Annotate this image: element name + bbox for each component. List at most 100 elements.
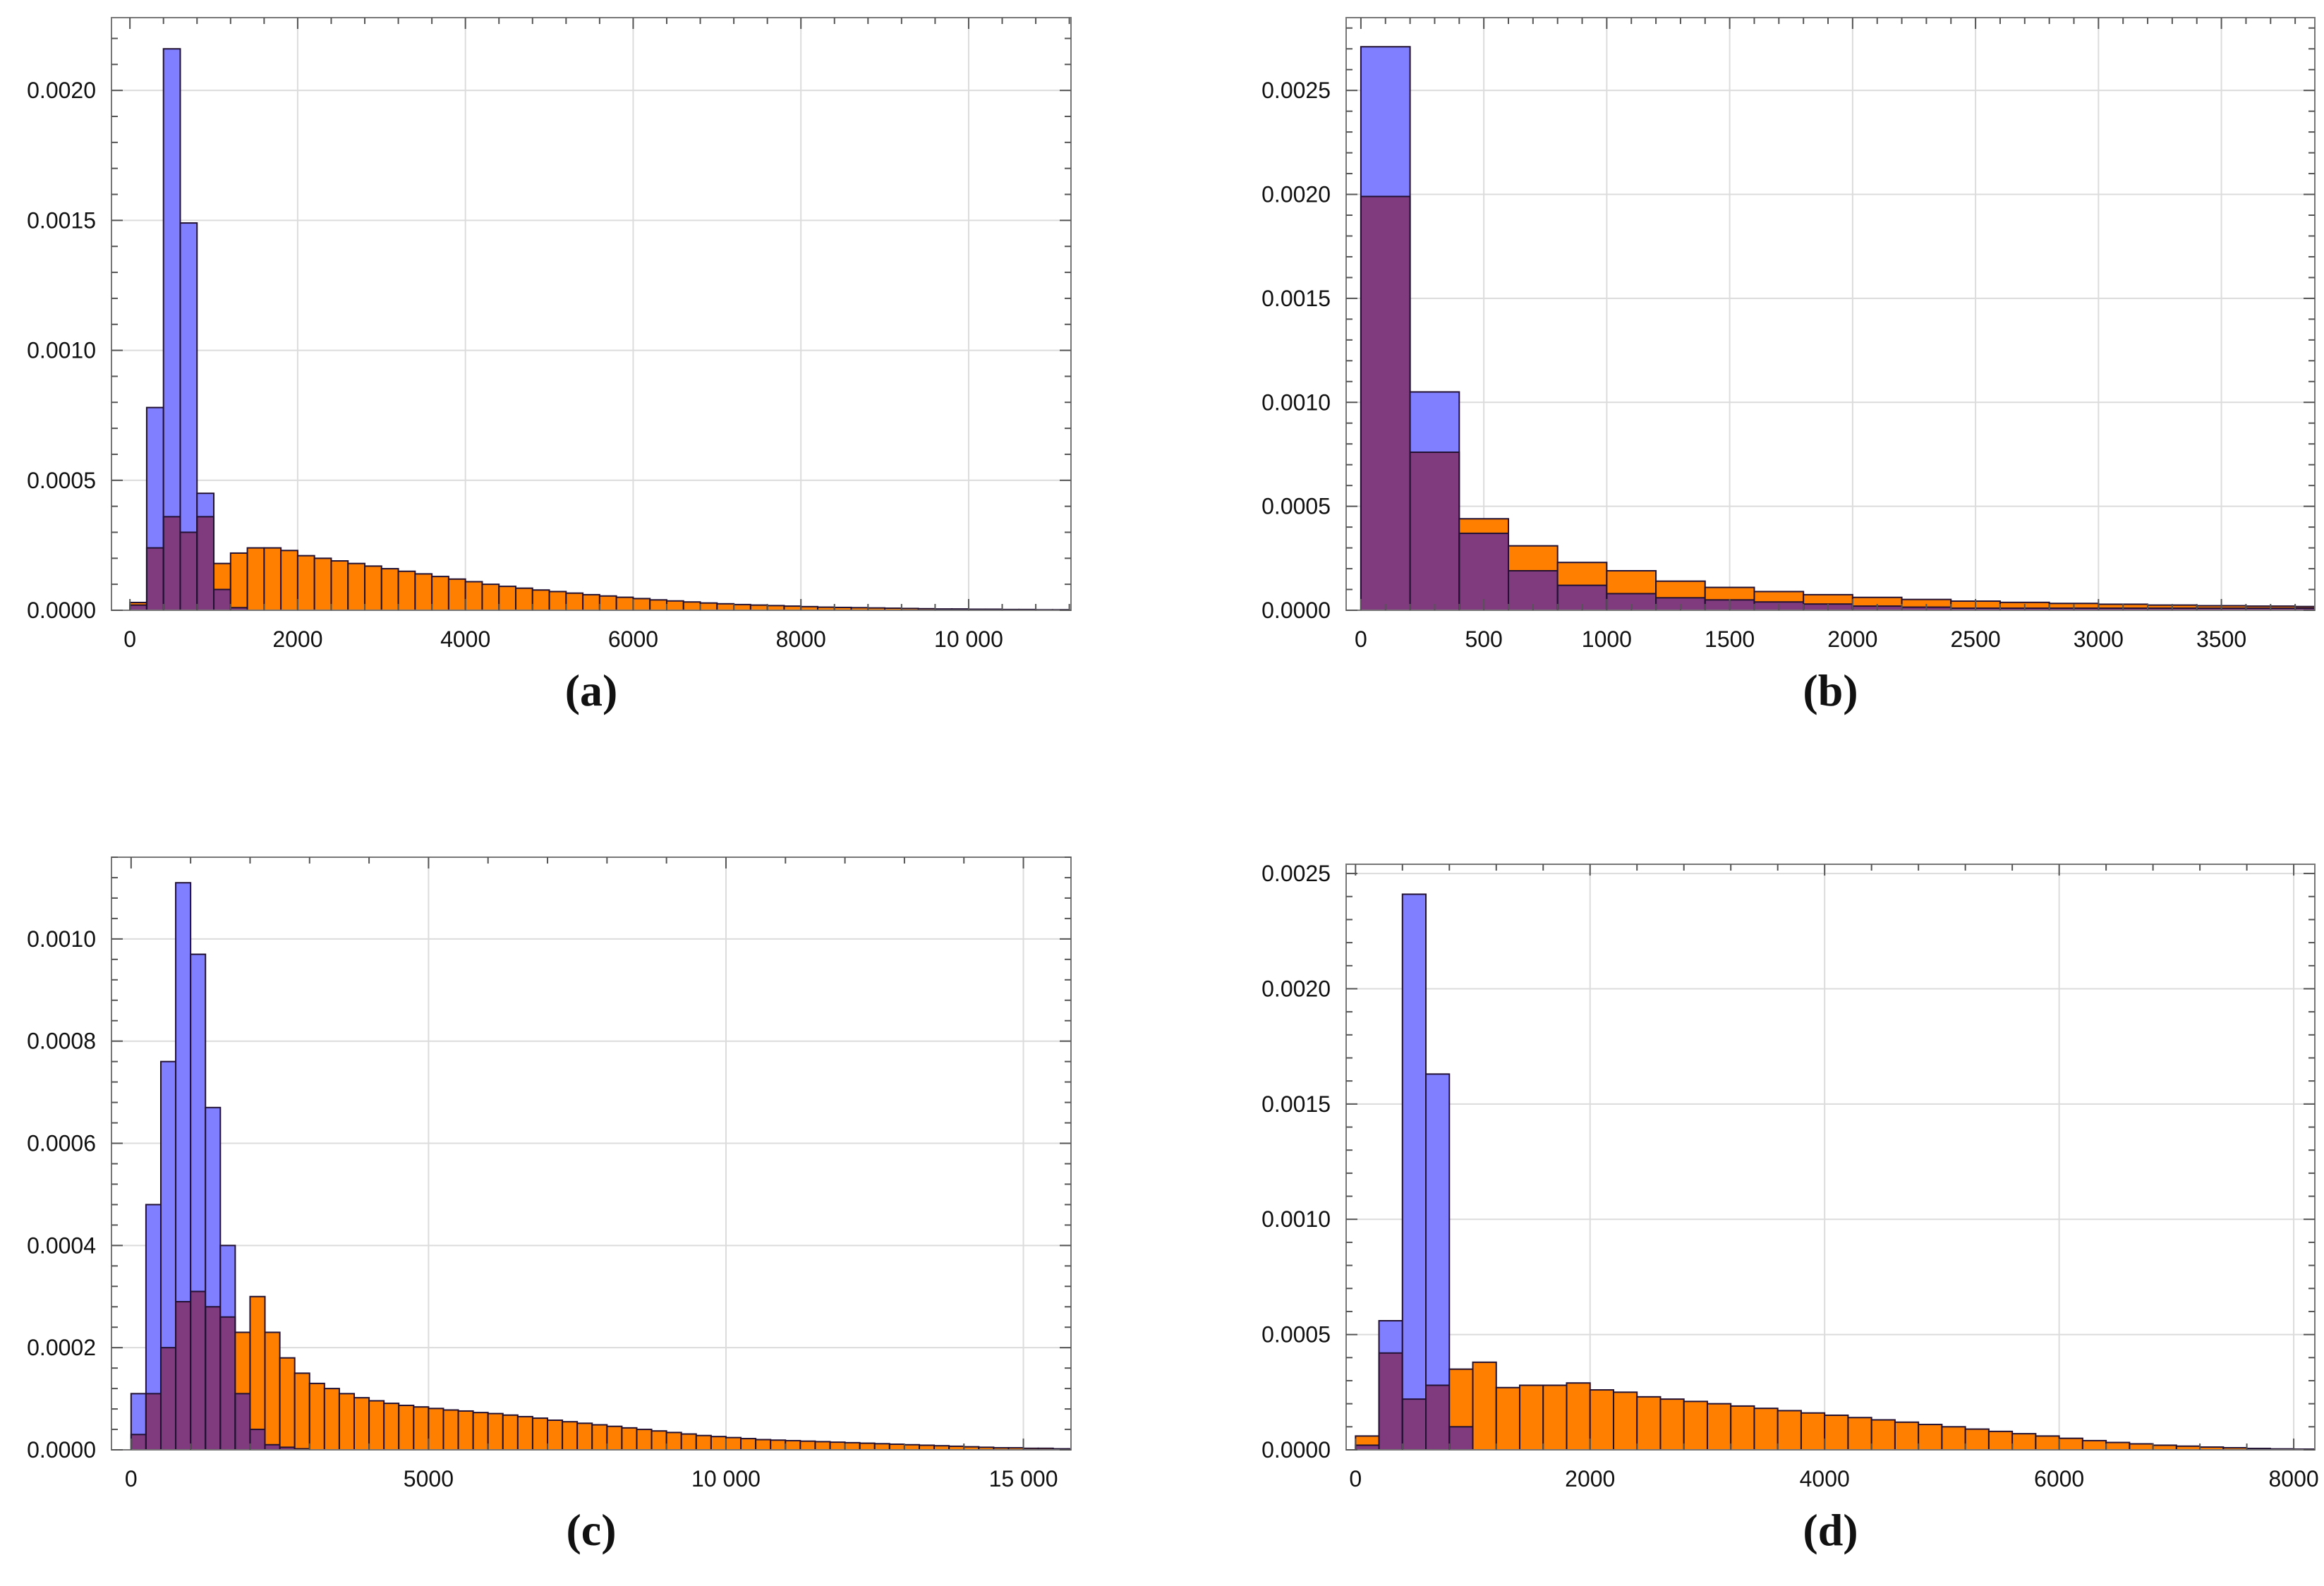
- orange-bar: [473, 1412, 488, 1450]
- blue-bar: [1360, 47, 1410, 197]
- orange-bar: [934, 1446, 950, 1450]
- orange-bar: [230, 552, 248, 608]
- orange-bar: [889, 1444, 904, 1450]
- overlap-bar: [1379, 1352, 1403, 1450]
- x-tick-label: 5000: [404, 1466, 454, 1491]
- overlap-bar: [1508, 571, 1558, 610]
- x-tick-label: 4000: [1800, 1466, 1850, 1491]
- overlap-bar: [1410, 452, 1460, 610]
- blue-bar: [146, 407, 164, 548]
- orange-bar: [1988, 1431, 2013, 1450]
- orange-bar: [2106, 1442, 2130, 1450]
- bars-group: [1360, 46, 2315, 610]
- overlap-bar: [214, 589, 231, 610]
- histogram-panel-d: 0.0000 0.0005 0.0010 0.0015 0.0020 0.0025 0 200…: [1162, 818, 2324, 1582]
- orange-bar: [1894, 1422, 1919, 1450]
- overlap-bar: [1606, 593, 1657, 610]
- orange-bar: [309, 1383, 325, 1450]
- orange-bar: [993, 1448, 1009, 1450]
- x-tick-label: 2000: [1827, 626, 1877, 652]
- y-tick-label: 0.0005: [27, 468, 96, 493]
- orange-bar: [901, 608, 919, 610]
- orange-bar: [2012, 1434, 2036, 1450]
- overlap-bar: [250, 1429, 265, 1450]
- orange-bar: [2082, 1440, 2107, 1450]
- orange-bar: [785, 1440, 801, 1450]
- overlap-bar: [1426, 1385, 1450, 1450]
- blue-bar: [176, 883, 191, 1302]
- y-tick-label: 0.0002: [27, 1335, 96, 1360]
- x-tick-label: 8000: [2268, 1466, 2318, 1491]
- orange-bar: [384, 1403, 399, 1450]
- orange-bar: [465, 581, 483, 610]
- y-tick-label: 0.0000: [1261, 598, 1331, 623]
- panel-caption: (b): [1803, 665, 1858, 715]
- orange-bar: [413, 1407, 429, 1450]
- orange-bar: [458, 1410, 473, 1450]
- overlap-bar: [1459, 533, 1508, 610]
- orange-bar: [2295, 606, 2315, 609]
- orange-bar: [592, 1424, 607, 1450]
- overlap-bar: [1355, 1445, 1379, 1450]
- x-tick-label: 0: [1349, 1466, 1362, 1491]
- orange-bar: [1848, 1417, 1872, 1450]
- orange-bar: [482, 584, 500, 610]
- overlap-bar: [130, 605, 147, 610]
- orange-bar: [2129, 1443, 2153, 1450]
- blue-bar: [1410, 392, 1460, 452]
- y-tick-label: 0.0010: [27, 338, 96, 363]
- panel-caption: (c): [566, 1505, 616, 1555]
- x-tick-label: 10 000: [934, 626, 1003, 652]
- orange-bar: [1459, 519, 1508, 533]
- x-tick-label: 1000: [1582, 626, 1632, 652]
- orange-bar: [750, 605, 768, 610]
- blue-bar-outline: [179, 222, 198, 610]
- orange-bar: [502, 1415, 518, 1450]
- overlap-bar: [160, 1348, 176, 1450]
- x-tick-label: 0: [123, 626, 136, 652]
- orange-bar: [1520, 1385, 1544, 1450]
- overlap-bar: [176, 1302, 191, 1450]
- x-tick-label: 1500: [1705, 626, 1755, 652]
- orange-bar: [1613, 1392, 1638, 1450]
- orange-bar: [488, 1413, 503, 1450]
- y-tick-label: 0.0008: [27, 1029, 96, 1054]
- y-tick-label: 0.0020: [1261, 182, 1331, 207]
- orange-bar: [1557, 562, 1607, 586]
- orange-bar: [1871, 1419, 1895, 1450]
- overlap-bar: [163, 516, 181, 610]
- orange-bar: [859, 1443, 875, 1450]
- orange-bar: [1637, 1396, 1661, 1450]
- orange-bar: [1472, 1362, 1496, 1450]
- orange-bar: [369, 1400, 385, 1450]
- orange-bar: [499, 586, 516, 610]
- orange-bar: [265, 1332, 280, 1445]
- orange-bar: [904, 1444, 919, 1450]
- orange-bar: [339, 1393, 355, 1450]
- overlap-bar: [145, 1393, 161, 1450]
- histogram-panel-c: 0.0000 0.0002 0.0004 0.0006 0.0008 0.0010 0 500…: [0, 818, 1162, 1582]
- orange-bar: [851, 607, 869, 610]
- blue-bar: [131, 1393, 146, 1435]
- x-tick-label: 500: [1465, 626, 1502, 652]
- orange-bar: [717, 603, 734, 610]
- panel-caption: (a): [565, 665, 618, 715]
- orange-bar: [2223, 1448, 2247, 1450]
- x-tick-label: 8000: [776, 626, 826, 652]
- orange-bar: [247, 547, 265, 610]
- orange-bar: [566, 593, 583, 610]
- orange-bar: [949, 1446, 964, 1450]
- y-tick-label: 0.0015: [27, 207, 96, 233]
- blue-bar: [1426, 1074, 1450, 1386]
- orange-bar: [1852, 597, 1902, 607]
- orange-bar: [365, 566, 382, 610]
- blue-bar: [197, 493, 214, 517]
- x-tick-label: 2000: [272, 626, 322, 652]
- y-tick-label: 0.0000: [27, 1437, 96, 1463]
- orange-bar: [741, 1439, 756, 1450]
- orange-bar: [264, 547, 282, 610]
- orange-bar: [1038, 1448, 1053, 1450]
- x-tick-label: 0: [1355, 626, 1367, 652]
- blue-bar: [160, 1061, 176, 1348]
- orange-bar: [599, 595, 617, 610]
